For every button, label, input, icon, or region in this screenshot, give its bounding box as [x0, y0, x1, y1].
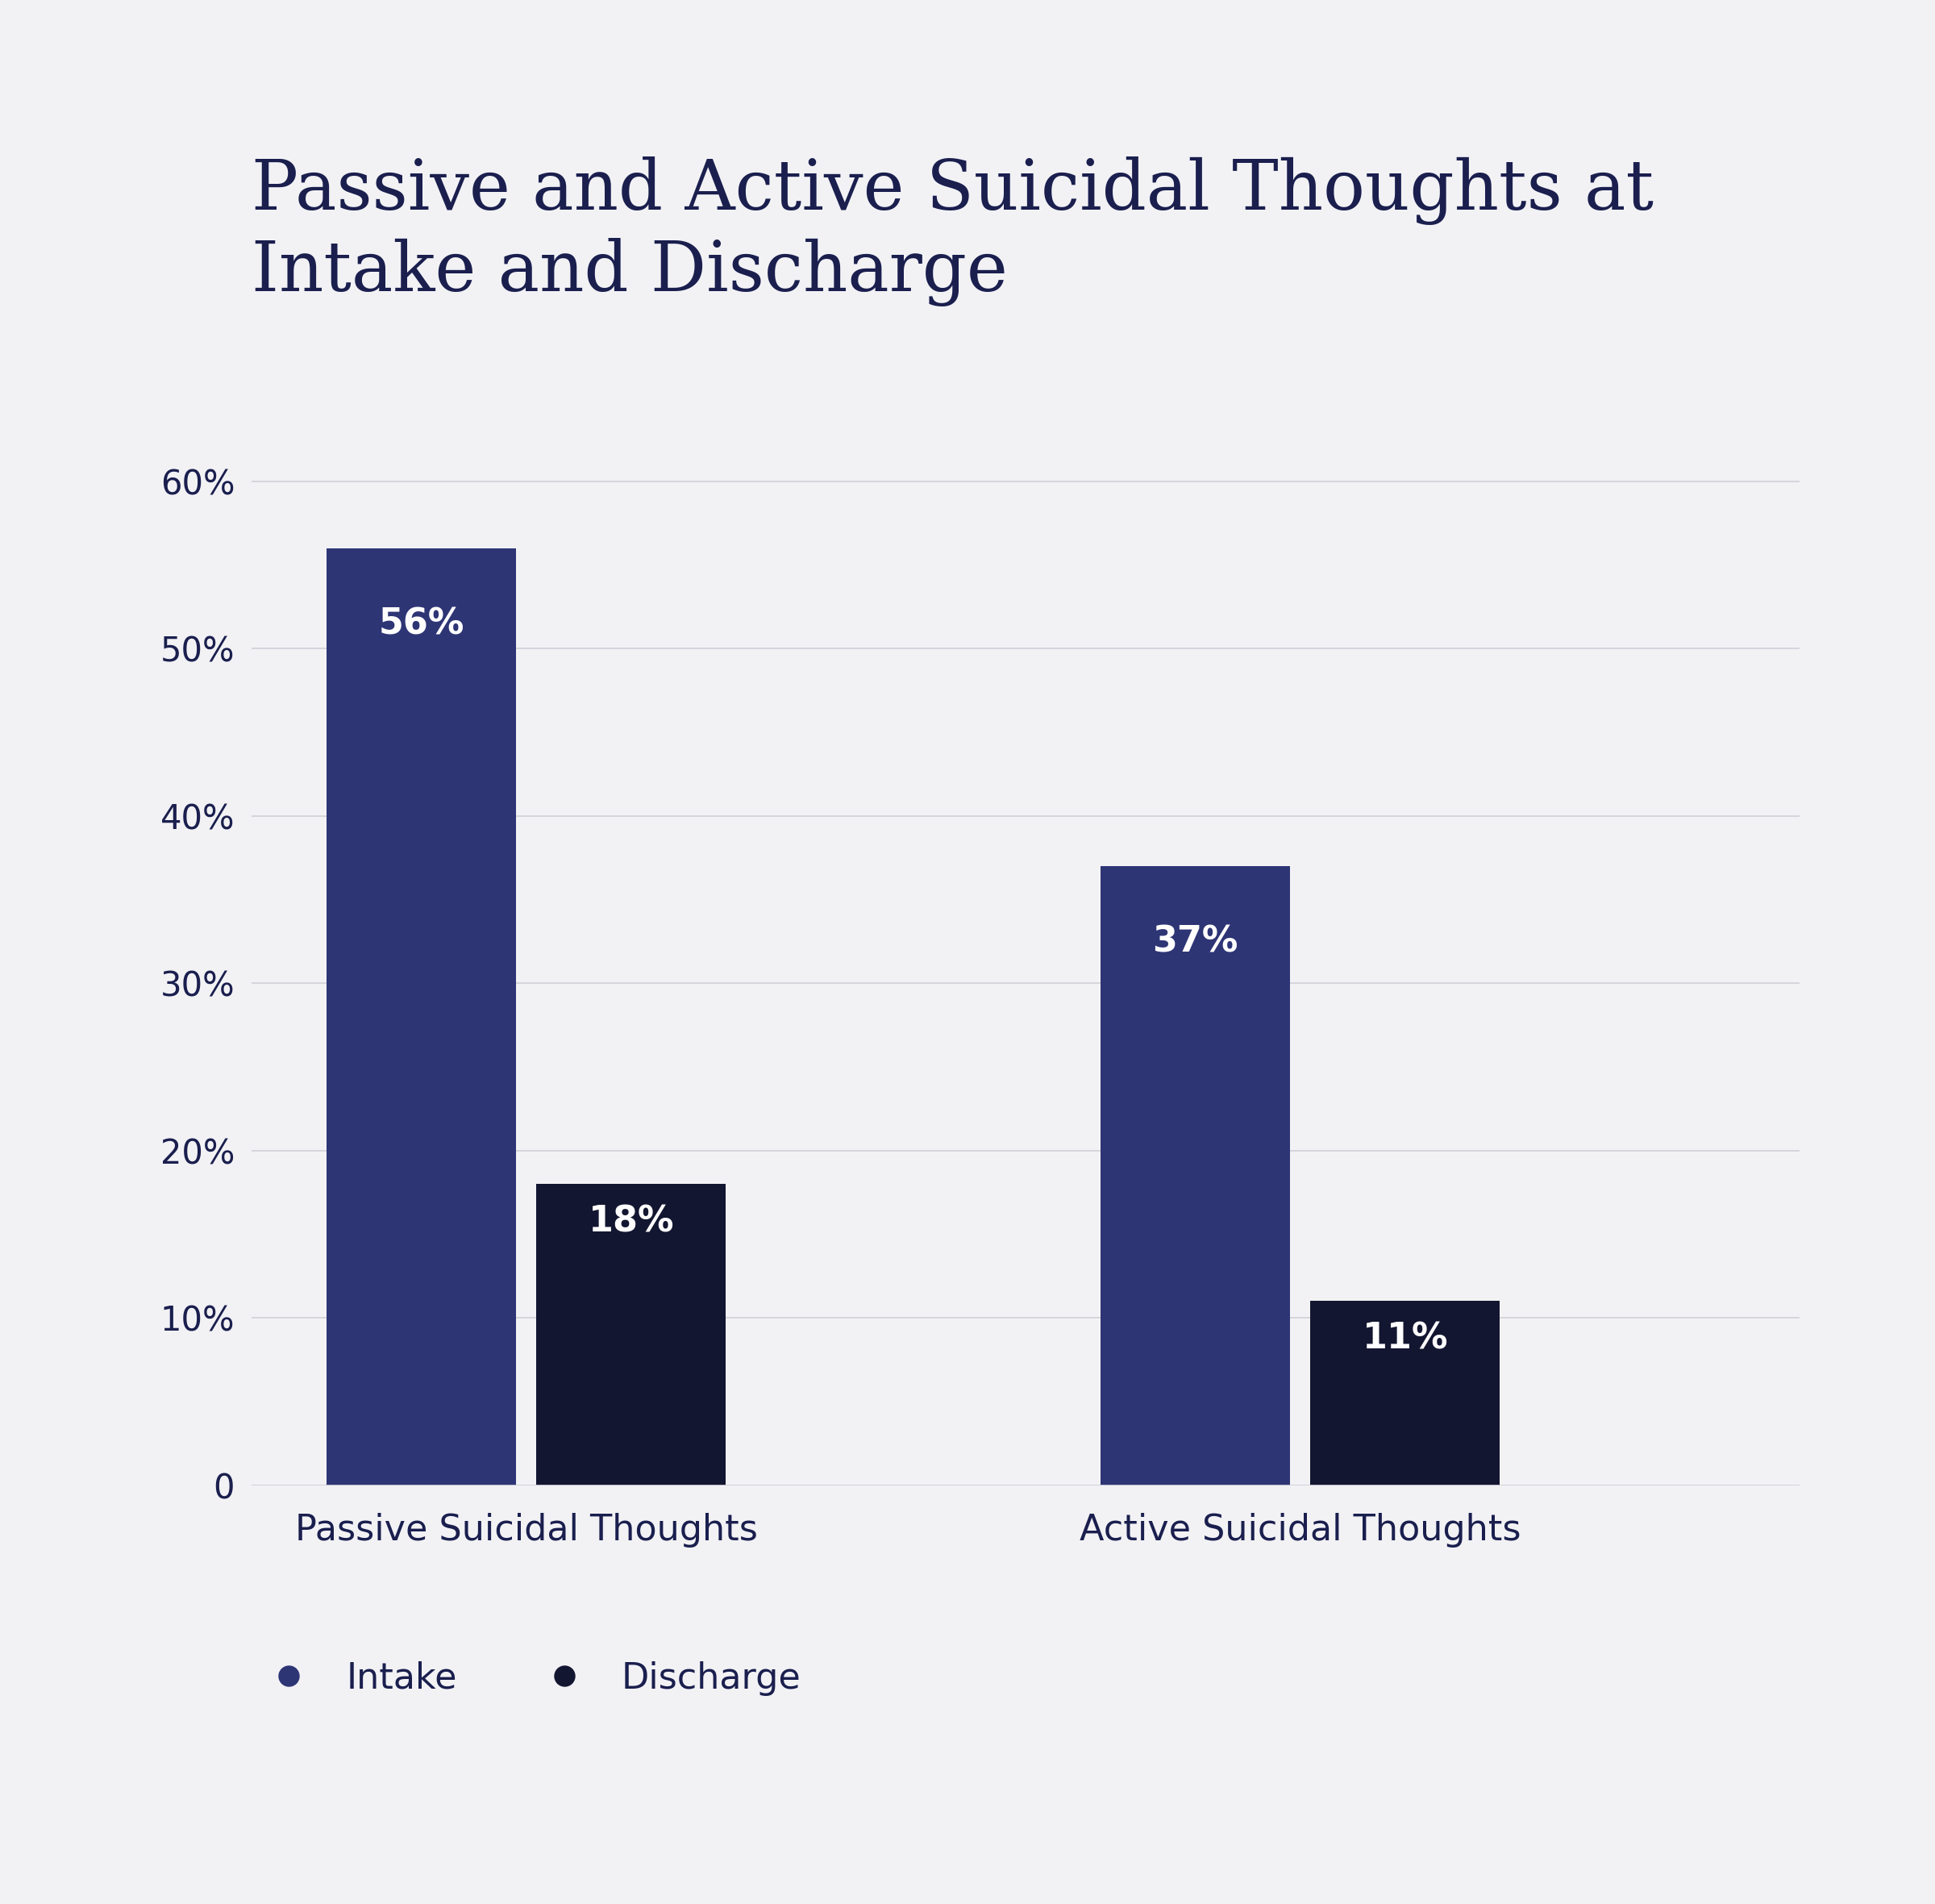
Bar	[1101, 866, 1291, 1485]
Text: Passive and Active Suicidal Thoughts at
Intake and Discharge: Passive and Active Suicidal Thoughts at …	[252, 156, 1654, 307]
Bar	[536, 1184, 726, 1485]
Legend: Intake, Discharge: Intake, Discharge	[238, 1647, 817, 1710]
Text: 18%: 18%	[588, 1203, 673, 1240]
Text: 56%: 56%	[379, 607, 464, 642]
Text: 11%: 11%	[1362, 1321, 1447, 1356]
Text: 37%: 37%	[1153, 925, 1238, 960]
Bar	[1310, 1300, 1500, 1485]
Bar	[327, 548, 517, 1485]
